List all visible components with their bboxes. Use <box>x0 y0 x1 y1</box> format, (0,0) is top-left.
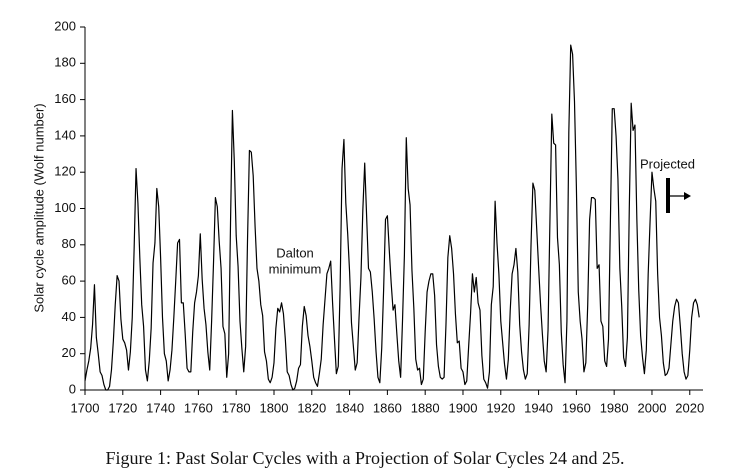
y-tick-label: 160 <box>54 91 76 106</box>
annotation: Dalton <box>276 245 314 260</box>
y-tick-label: 80 <box>62 236 76 251</box>
arrow-head <box>684 192 691 200</box>
x-tick-label: 1960 <box>562 400 591 415</box>
annotation: minimum <box>269 261 322 276</box>
y-tick-label: 180 <box>54 55 76 70</box>
y-tick-label: 40 <box>62 309 76 324</box>
y-tick-label: 20 <box>62 345 76 360</box>
x-tick-label: 1860 <box>373 400 402 415</box>
y-tick-label: 60 <box>62 273 76 288</box>
annotation: Projected <box>640 156 695 171</box>
x-tick-label: 1900 <box>449 400 478 415</box>
x-tick-label: 1740 <box>146 400 175 415</box>
y-tick-label: 100 <box>54 200 76 215</box>
x-tick-label: 1980 <box>600 400 629 415</box>
x-tick-label: 1720 <box>108 400 137 415</box>
x-tick-label: 1880 <box>411 400 440 415</box>
x-tick-label: 2020 <box>675 400 704 415</box>
data-line <box>84 44 700 391</box>
x-tick-label: 1760 <box>184 400 213 415</box>
x-tick-label: 1920 <box>486 400 515 415</box>
y-tick-label: 0 <box>69 381 76 396</box>
caption: Figure 1: Past Solar Cycles with a Proje… <box>106 448 625 468</box>
y-tick-label: 200 <box>54 18 76 33</box>
x-tick-label: 2000 <box>638 400 667 415</box>
x-tick-label: 1840 <box>335 400 364 415</box>
y-tick-label: 120 <box>54 164 76 179</box>
x-tick-label: 1780 <box>222 400 251 415</box>
x-tick-label: 1940 <box>524 400 553 415</box>
x-tick-label: 1820 <box>297 400 326 415</box>
y-axis-label: Solar cycle amplitude (Wolf number) <box>31 103 46 312</box>
y-tick-label: 140 <box>54 127 76 142</box>
x-tick-label: 1800 <box>260 400 289 415</box>
x-tick-label: 1700 <box>71 400 100 415</box>
